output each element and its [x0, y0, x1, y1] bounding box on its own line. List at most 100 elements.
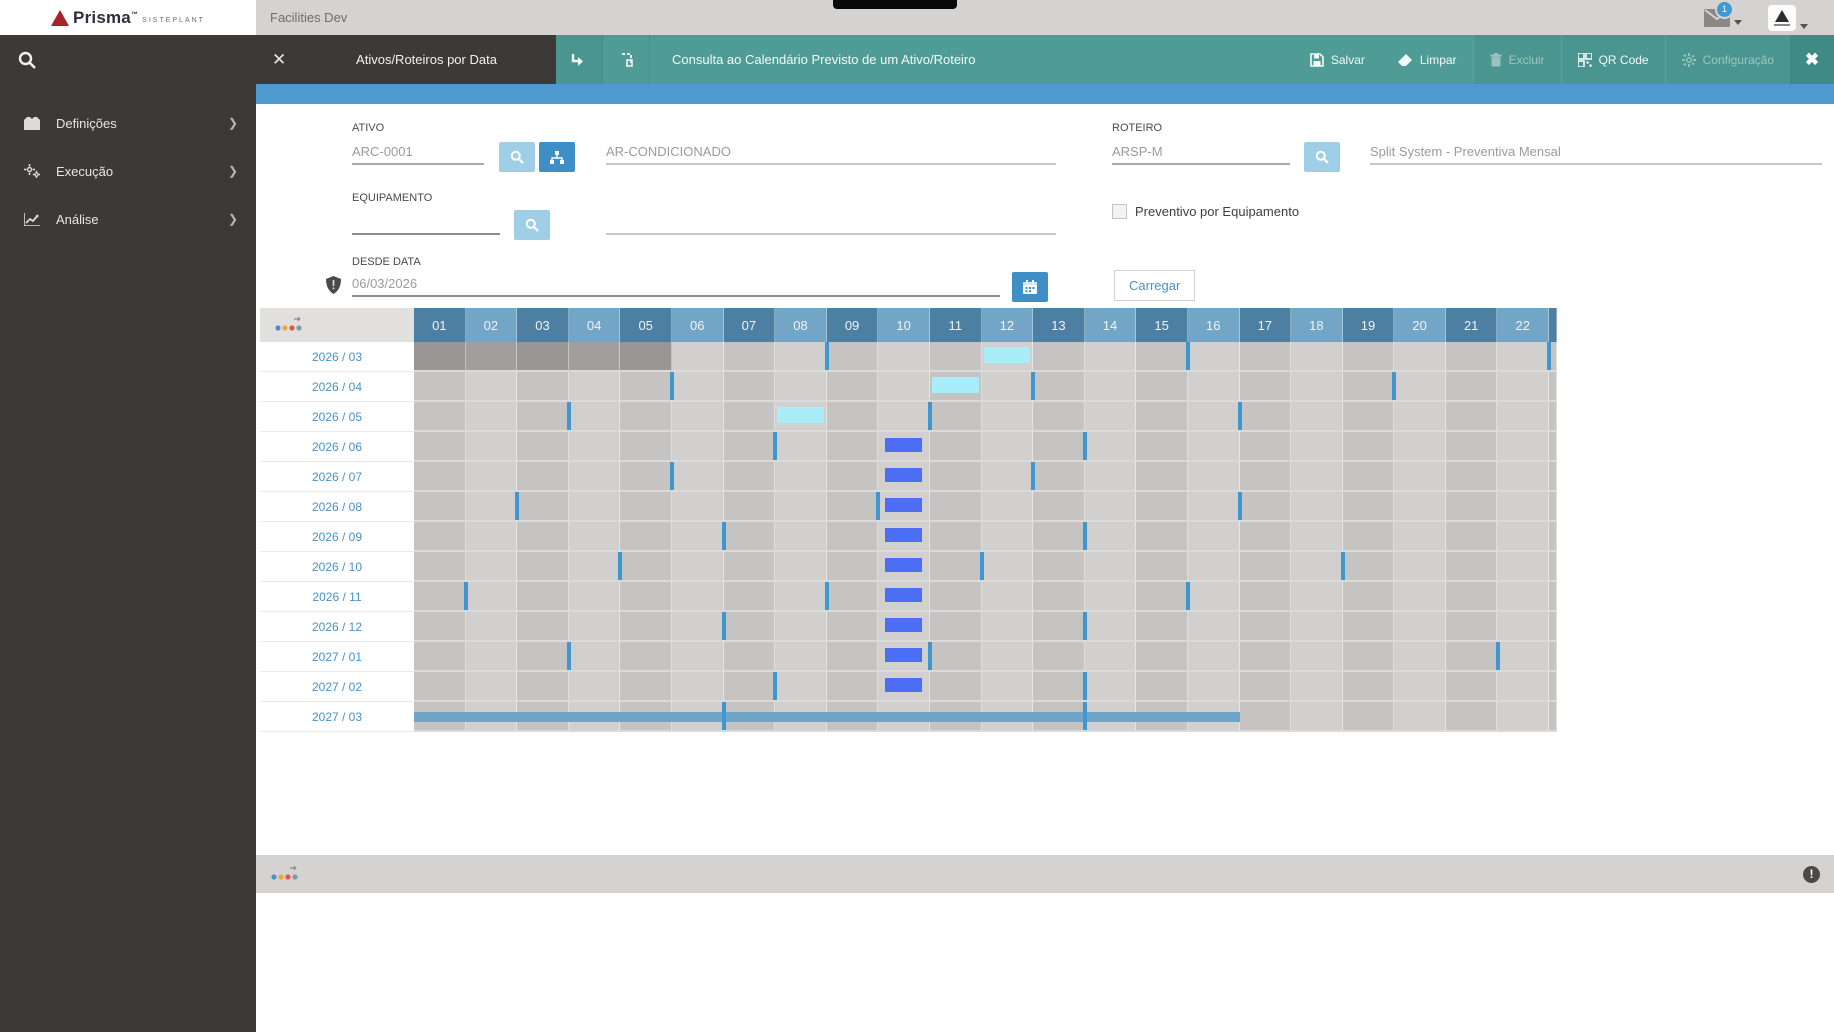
day-cell[interactable]: [1394, 642, 1446, 672]
day-cell[interactable]: [723, 372, 776, 402]
day-cell[interactable]: [620, 522, 672, 552]
day-cell[interactable]: [878, 642, 930, 672]
day-cell[interactable]: [878, 612, 930, 642]
milestone-marker[interactable]: [928, 642, 932, 670]
day-cell[interactable]: [1239, 492, 1292, 522]
sidebar-item-3[interactable]: Análise ❯: [0, 195, 256, 243]
day-cell[interactable]: [1187, 342, 1240, 372]
day-cell[interactable]: [1445, 672, 1498, 702]
day-cell[interactable]: [981, 372, 1034, 402]
row-label[interactable]: 2026 / 09: [260, 522, 414, 552]
day-cell[interactable]: [671, 342, 724, 372]
day-cell[interactable]: [414, 642, 466, 672]
planned-task-bar[interactable]: [885, 438, 922, 452]
day-cell[interactable]: [1033, 342, 1085, 372]
day-cell[interactable]: [671, 372, 724, 402]
day-cell[interactable]: [1394, 612, 1446, 642]
milestone-marker[interactable]: [1082, 612, 1087, 640]
milestone-marker[interactable]: [1547, 342, 1552, 370]
day-cell[interactable]: [775, 642, 827, 672]
day-cell[interactable]: [1497, 492, 1550, 522]
day-cell[interactable]: [775, 492, 827, 522]
day-cell[interactable]: [1033, 582, 1085, 612]
day-cell[interactable]: [723, 402, 776, 432]
day-cell[interactable]: [1394, 702, 1446, 732]
row-label[interactable]: 2026 / 03: [260, 342, 414, 372]
day-cell[interactable]: [465, 552, 518, 582]
milestone-marker[interactable]: [515, 492, 520, 520]
day-cell[interactable]: [568, 402, 621, 432]
row-label[interactable]: 2026 / 07: [260, 462, 414, 492]
day-cell[interactable]: [568, 642, 621, 672]
milestone-marker[interactable]: [1495, 642, 1500, 670]
day-cell[interactable]: [1239, 372, 1292, 402]
day-cell[interactable]: [1445, 462, 1498, 492]
day-cell[interactable]: [929, 522, 982, 552]
planned-task-bar[interactable]: [885, 618, 922, 632]
day-cell[interactable]: [1445, 522, 1498, 552]
day-cell[interactable]: [1445, 552, 1498, 582]
day-cell[interactable]: [1291, 462, 1343, 492]
day-cell[interactable]: [1084, 432, 1137, 462]
day-cell[interactable]: [981, 642, 1034, 672]
row-label[interactable]: 2027 / 03: [260, 702, 414, 732]
day-cell[interactable]: [414, 462, 466, 492]
day-cell[interactable]: [1445, 612, 1498, 642]
day-cell[interactable]: [1342, 702, 1395, 732]
ativo-code-input[interactable]: ARC-0001: [352, 144, 484, 165]
day-cell[interactable]: [723, 462, 776, 492]
day-cell[interactable]: [826, 672, 879, 702]
day-cell[interactable]: [671, 462, 724, 492]
day-cell[interactable]: [981, 522, 1034, 552]
day-cell[interactable]: [1497, 612, 1550, 642]
day-cell[interactable]: [929, 432, 982, 462]
day-cell[interactable]: [1084, 492, 1137, 522]
day-cell[interactable]: [1445, 642, 1498, 672]
day-cell[interactable]: [1084, 582, 1137, 612]
day-cell[interactable]: [1136, 462, 1188, 492]
day-cell[interactable]: [1497, 702, 1550, 732]
milestone-marker[interactable]: [1392, 372, 1397, 400]
scheduled-highlight[interactable]: [983, 347, 1031, 363]
day-cell[interactable]: [878, 432, 930, 462]
day-cell[interactable]: [1445, 582, 1498, 612]
day-cell[interactable]: [1497, 582, 1550, 612]
day-cell[interactable]: [878, 552, 930, 582]
day-cell[interactable]: [878, 462, 930, 492]
milestone-marker[interactable]: [824, 582, 829, 610]
day-cell[interactable]: [723, 582, 776, 612]
sidebar-item-2[interactable]: Execução ❯: [0, 147, 256, 195]
day-cell[interactable]: [1291, 552, 1343, 582]
milestone-marker[interactable]: [721, 702, 726, 730]
day-cell[interactable]: [1187, 402, 1240, 432]
day-cell[interactable]: [1291, 522, 1343, 552]
day-cell[interactable]: [1136, 492, 1188, 522]
roteiro-description-field[interactable]: Split System - Preventiva Mensal: [1370, 144, 1822, 165]
day-cell[interactable]: [775, 432, 827, 462]
day-cell[interactable]: [1187, 492, 1240, 522]
day-cell[interactable]: [826, 642, 879, 672]
day-cell[interactable]: [1291, 492, 1343, 522]
milestone-marker[interactable]: [1031, 372, 1036, 400]
day-cell[interactable]: [568, 432, 621, 462]
day-cell[interactable]: [826, 522, 879, 552]
day-cell[interactable]: [1394, 582, 1446, 612]
day-cell[interactable]: [1136, 522, 1188, 552]
day-cell[interactable]: [929, 612, 982, 642]
day-cell[interactable]: [1342, 552, 1395, 582]
milestone-marker[interactable]: [721, 522, 726, 550]
day-cell[interactable]: [775, 612, 827, 642]
day-cell[interactable]: [414, 672, 466, 702]
day-cell[interactable]: [1136, 402, 1188, 432]
day-cell[interactable]: [1291, 342, 1343, 372]
close-search-icon[interactable]: ✕: [272, 49, 287, 69]
scheduled-highlight[interactable]: [777, 407, 824, 423]
day-cell[interactable]: [414, 432, 466, 462]
day-cell[interactable]: [1033, 522, 1085, 552]
day-cell[interactable]: [517, 522, 569, 552]
milestone-marker[interactable]: [1186, 582, 1190, 610]
restore-window-button[interactable]: [603, 35, 650, 84]
day-cell[interactable]: [620, 672, 672, 702]
day-cell[interactable]: [775, 372, 827, 402]
day-cell[interactable]: [568, 492, 621, 522]
